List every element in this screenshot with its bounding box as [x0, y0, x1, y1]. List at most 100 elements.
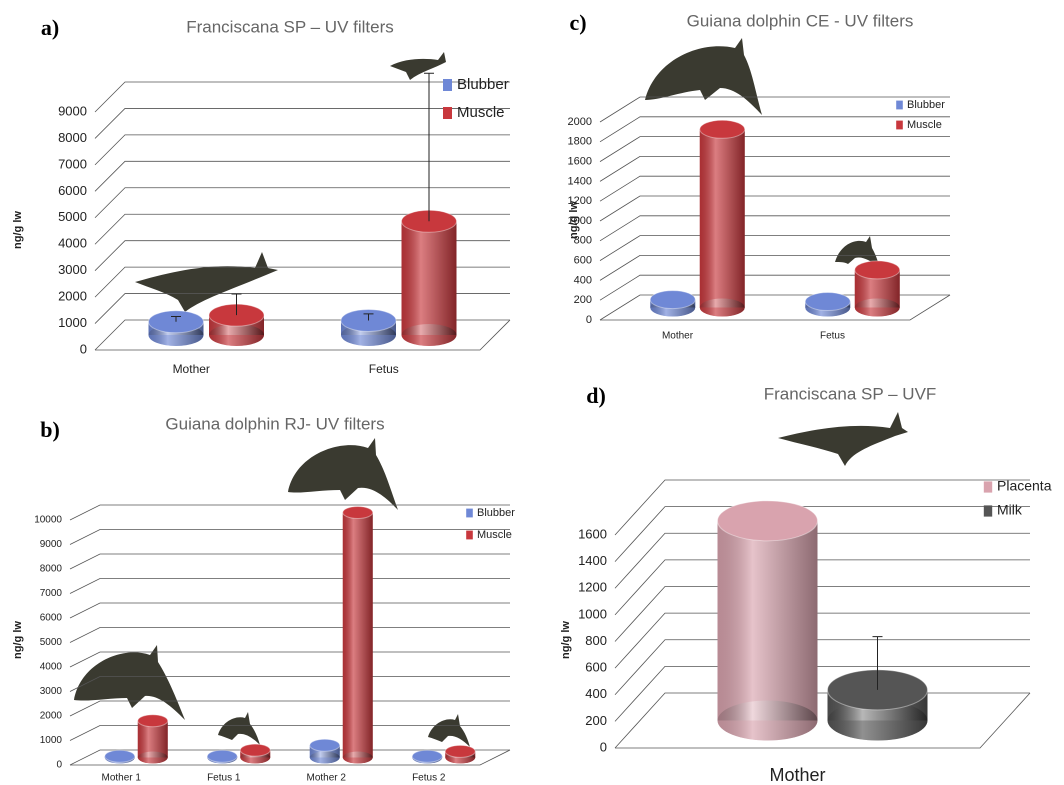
grid-line [614, 612, 1030, 669]
floor [95, 319, 511, 351]
grid-line [69, 651, 510, 668]
y-tick-label: 0 [586, 314, 592, 326]
bar-cap [854, 260, 901, 280]
y-tick-label: 3000 [40, 686, 63, 697]
bar-cap [649, 290, 696, 310]
grid-line [94, 134, 510, 166]
y-tick-label: 9000 [58, 103, 87, 118]
y-tick-label: 5000 [40, 637, 63, 648]
bar-shade [401, 221, 457, 335]
dolphin-icon [835, 236, 880, 268]
chart-panel: c) Guiana dolphin CE - UV filters ng/g lw 0… [568, 10, 951, 342]
x-tick-label: Fetus 2 [412, 773, 446, 784]
y-tick-label: 10000 [34, 515, 62, 526]
grid-line [599, 235, 950, 261]
y-tick-label: 0 [600, 739, 607, 754]
grid-line [69, 749, 510, 766]
grid-line [69, 602, 510, 619]
bar-cap [717, 500, 818, 542]
bar-bottom-shade [309, 751, 340, 764]
dolphin-icon [428, 714, 470, 747]
y-tick-label: 1400 [578, 553, 607, 568]
legend-label: Blubber [907, 99, 945, 111]
y-tick-label: 8000 [40, 564, 63, 575]
y-tick-label: 200 [585, 713, 607, 728]
bar-bottom-shade [342, 751, 373, 764]
bar-cap [342, 506, 374, 519]
y-tick-label: 1600 [568, 156, 592, 168]
y-tick-label: 0 [56, 760, 62, 771]
y-tick-label: 1000 [578, 606, 607, 621]
chart-panel: a) Franciscana SP – UV filters ng/g lw 0 100… [12, 15, 511, 376]
y-tick-label: 1200 [578, 580, 607, 595]
bar-bottom-shade [209, 324, 264, 346]
grid-line [69, 553, 510, 570]
grid-line [94, 293, 510, 324]
y-tick-label: 2000 [568, 116, 592, 128]
x-tick-label: Mother 2 [307, 773, 347, 784]
bar-cap [411, 749, 443, 763]
grid-line [599, 195, 950, 222]
x-tick-label: Fetus [369, 362, 399, 376]
grid-line [94, 160, 510, 192]
chart-panel: d) Franciscana SP – UVF ng/g lw 0 200 400 600 8… [560, 383, 1052, 785]
bar-cap [309, 738, 341, 752]
grid-line [94, 187, 510, 219]
legend-swatch [896, 100, 903, 110]
dolphin-icon [778, 412, 908, 466]
y-tick-label: 1000 [40, 735, 63, 746]
legend-swatch [443, 107, 452, 119]
bar-cap [239, 743, 271, 757]
grid-line [69, 700, 510, 717]
grid-line [94, 240, 510, 271]
bar-shade [137, 720, 168, 758]
y-tick-label: 600 [585, 660, 607, 675]
y-tick-label: 2000 [40, 711, 63, 722]
dolphin-icon [645, 38, 762, 115]
x-tick-label: Fetus [820, 331, 845, 342]
y-axis-label: ng/g lw [560, 621, 572, 659]
grid-line [614, 559, 1030, 616]
y-tick-label: 1000 [58, 315, 87, 330]
dolphin-icon [218, 712, 260, 745]
y-tick-label: 200 [574, 294, 592, 306]
y-tick-label: 9000 [40, 539, 63, 550]
grid-line [599, 96, 950, 123]
grid-line [599, 215, 950, 242]
y-tick-label: 400 [585, 686, 607, 701]
error-bar [231, 293, 242, 316]
bar-bottom-shade [137, 751, 168, 764]
legend-label: Blubber [457, 76, 509, 93]
bar-cap [137, 714, 169, 728]
grid-line [94, 81, 510, 113]
bar-bottom-shade [827, 700, 928, 741]
grid-line [69, 627, 510, 643]
legend-swatch [896, 120, 903, 130]
y-tick-label: 1000 [568, 215, 592, 227]
bar-bottom-shade [699, 298, 745, 317]
error-bar [424, 72, 434, 222]
grid-line [614, 665, 1030, 722]
dolphin-icon [135, 252, 278, 312]
legend-swatch [443, 79, 452, 91]
bar-cap [804, 292, 851, 312]
grid-line [94, 266, 510, 298]
grid-line [614, 692, 1030, 749]
y-tick-label: 6000 [58, 183, 87, 198]
legend-label: Blubber [477, 507, 515, 519]
x-tick-label: Mother [769, 765, 825, 785]
error-bar [363, 313, 374, 321]
x-tick-label: Mother [173, 362, 210, 376]
y-axis-label: ng/g lw [568, 201, 580, 239]
grid-line [599, 274, 950, 301]
y-tick-label: 4000 [58, 236, 87, 251]
bar-shade [699, 129, 745, 308]
panel-label: d) [586, 383, 606, 408]
grid-line [599, 116, 950, 143]
chart-title: Guiana dolphin RJ- UV filters [165, 414, 384, 433]
y-tick-label: 6000 [40, 613, 63, 624]
chart-title: Franciscana SP – UVF [764, 384, 937, 403]
grid-line [599, 294, 950, 321]
y-tick-label: 8000 [58, 130, 87, 145]
